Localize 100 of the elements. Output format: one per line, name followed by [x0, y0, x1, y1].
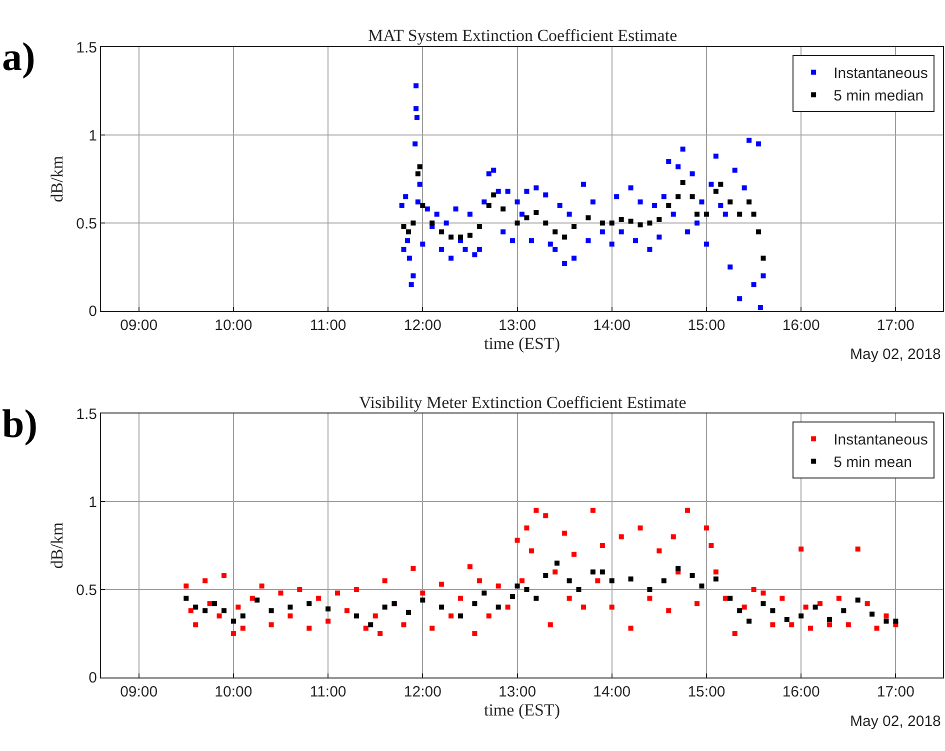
text: a): [2, 34, 36, 79]
point: [543, 572, 548, 578]
y-tick-label: 0: [88, 670, 97, 687]
point: [756, 229, 762, 234]
point: [893, 618, 898, 624]
point: [656, 217, 662, 222]
point: [884, 618, 889, 624]
legend-label: 5 min median: [834, 88, 924, 105]
point: [534, 596, 539, 601]
point: [410, 220, 416, 226]
point: [288, 604, 293, 610]
x-tick-label: 13:00: [498, 316, 536, 334]
point: [609, 220, 614, 226]
point: [690, 194, 695, 200]
point: [737, 212, 742, 217]
point: [718, 182, 724, 187]
point: [184, 596, 189, 601]
point: [728, 199, 733, 204]
point: [690, 572, 695, 578]
point: [439, 229, 444, 234]
point: [586, 215, 591, 220]
point: [760, 601, 766, 606]
x-tick-label: 17:00: [876, 316, 914, 334]
x-tick-label: 10:00: [214, 683, 252, 700]
x-tick-label: 13:00: [498, 683, 536, 700]
point: [406, 610, 411, 615]
point: [467, 232, 472, 238]
point: [448, 234, 454, 240]
point: [268, 608, 274, 614]
point: [382, 604, 388, 610]
point: [713, 188, 718, 194]
point: [554, 560, 560, 566]
point: [354, 613, 359, 618]
x-tick-label: 11:00: [310, 683, 346, 700]
y-tick-label: 0.5: [76, 582, 97, 599]
legend-label: Instantaneous: [834, 432, 928, 449]
point: [826, 616, 832, 622]
point: [576, 587, 582, 592]
point: [760, 256, 766, 261]
point: [458, 234, 464, 240]
point: [566, 578, 572, 584]
point: [202, 608, 208, 614]
point: [417, 164, 422, 170]
x-tick-label: 09:00: [120, 683, 158, 700]
point: [406, 229, 411, 234]
point: [430, 220, 435, 226]
point: [870, 612, 875, 617]
x-tick-label: 16:00: [782, 683, 820, 700]
point: [638, 222, 643, 228]
point: [737, 608, 742, 614]
point: [368, 622, 374, 628]
point: [572, 224, 577, 230]
x-tick-label: 16:00: [782, 316, 820, 334]
x-tick-label: 11:00: [310, 316, 346, 334]
x-tick-label: 12:00: [404, 316, 442, 334]
y-tick-label: 0.5: [76, 215, 97, 232]
point: [704, 212, 709, 217]
point: [230, 618, 236, 624]
point: [534, 210, 539, 215]
point: [770, 608, 776, 614]
point: [600, 220, 605, 226]
point: [618, 217, 624, 222]
point: [751, 212, 756, 217]
legend-label: 5 min mean: [834, 454, 912, 472]
x-tick-label: 17:00: [876, 683, 914, 700]
point: [609, 578, 614, 584]
x-tick-label: 10:00: [214, 316, 252, 334]
point: [212, 601, 218, 606]
point: [812, 604, 818, 610]
point: [491, 192, 496, 198]
point: [510, 594, 516, 600]
point: [486, 202, 492, 208]
text: May 02, 2018: [850, 713, 941, 730]
legend-label: Instantaneous: [834, 65, 928, 82]
point: [524, 215, 530, 220]
point: [439, 604, 444, 610]
y-axis-title: dB/km: [48, 522, 67, 569]
y-tick-label: 1: [88, 494, 97, 511]
x-axis-title: time (EST): [484, 700, 560, 720]
chart-title: Visibility Meter Extinction Coefficient Estimate: [359, 393, 686, 412]
point: [476, 224, 482, 230]
point: [514, 584, 520, 589]
y-tick-label: 1.5: [76, 39, 97, 56]
point: [562, 234, 568, 240]
point: [415, 171, 420, 176]
point: [841, 608, 846, 614]
point: [401, 224, 406, 230]
point: [628, 576, 634, 582]
point: [647, 220, 652, 226]
x-tick-label: 15:00: [688, 316, 726, 334]
point: [543, 220, 548, 226]
point: [524, 587, 530, 592]
point: [221, 608, 226, 614]
y-tick-label: 0: [88, 303, 97, 320]
point: [676, 194, 681, 200]
point: [680, 180, 686, 186]
point: [552, 229, 558, 234]
point: [628, 218, 634, 224]
point: [647, 587, 652, 592]
point: [699, 584, 704, 589]
